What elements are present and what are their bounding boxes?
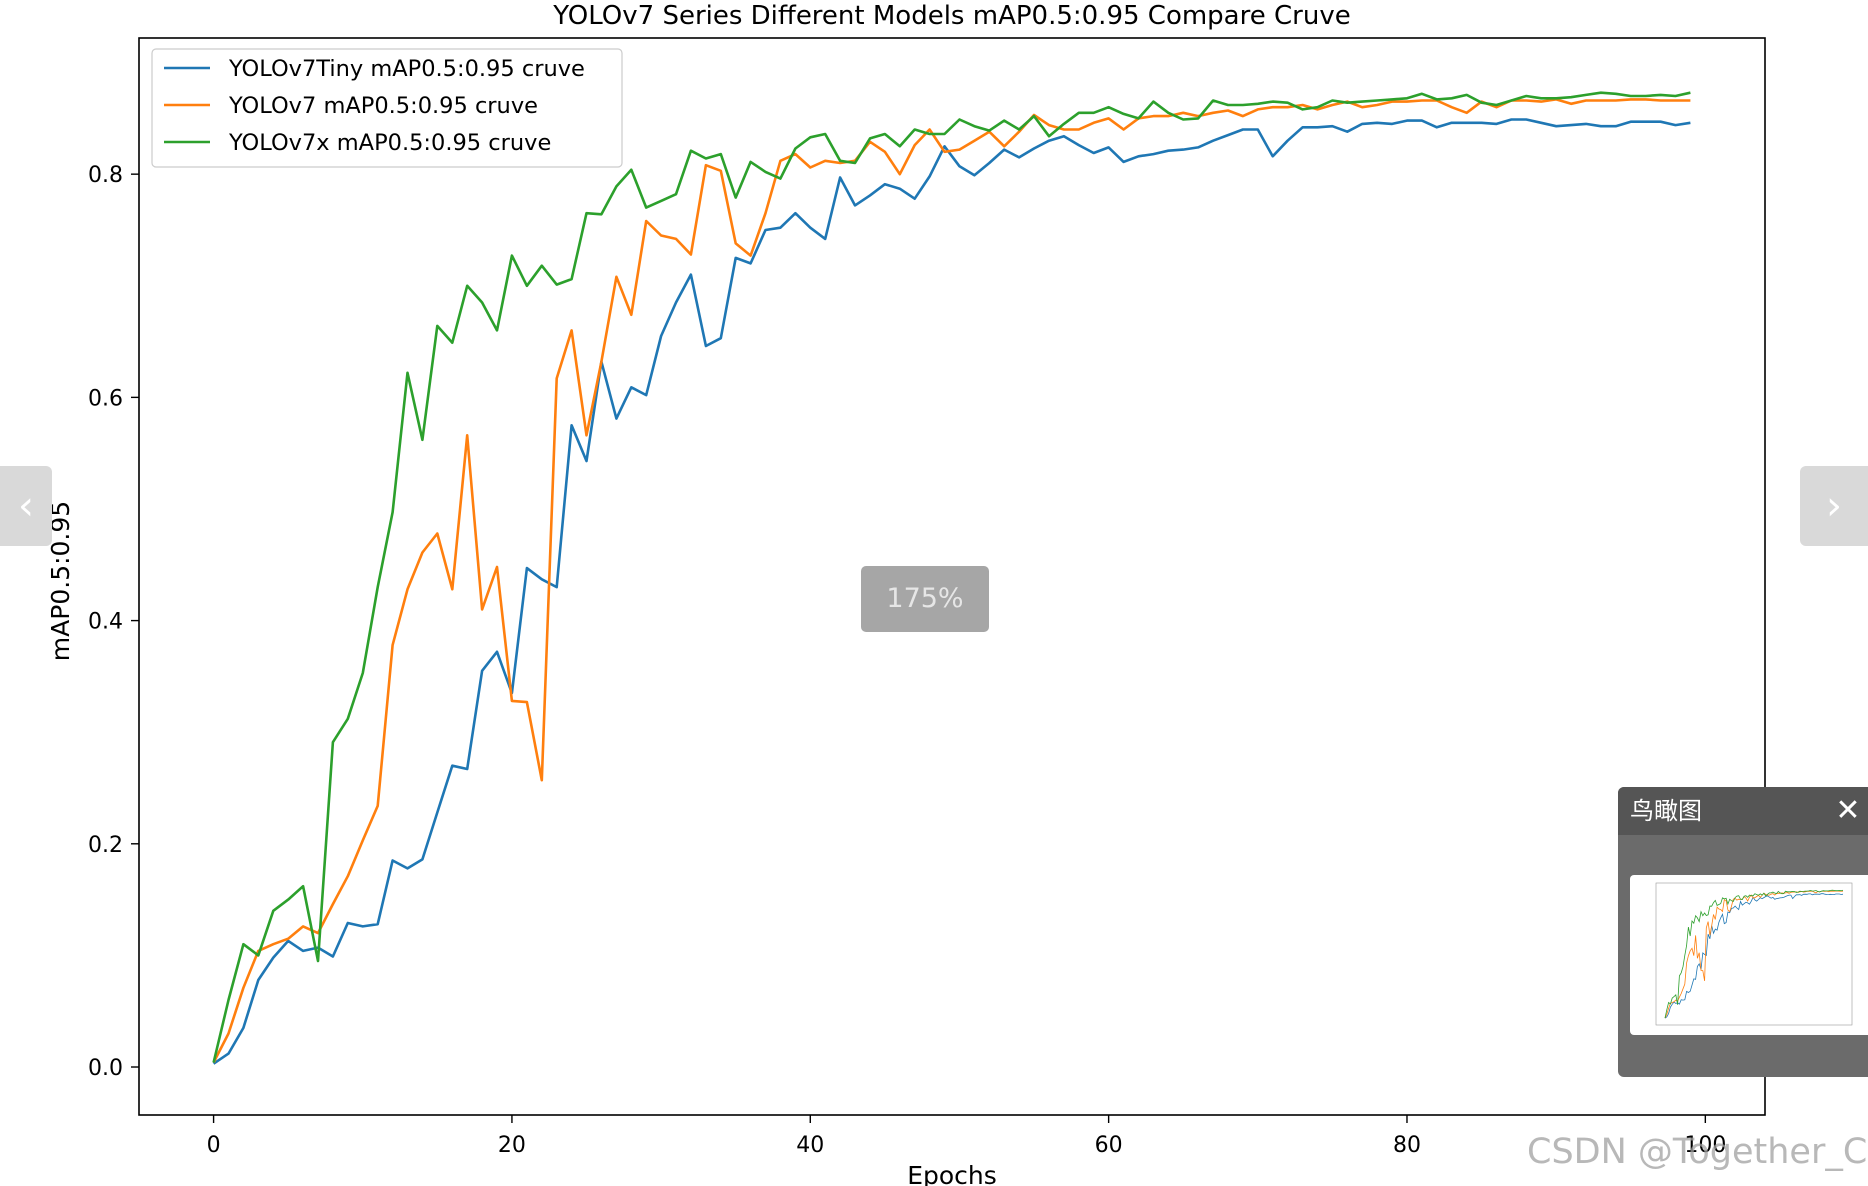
birdseye-header: 鸟瞰图 ✕ xyxy=(1618,787,1868,835)
next-image-button[interactable]: › xyxy=(1800,466,1868,546)
prev-image-button[interactable]: ‹ xyxy=(0,466,52,546)
x-tick-label: 60 xyxy=(1095,1133,1123,1158)
series-line-1 xyxy=(212,118,1691,1065)
legend-entry-1: YOLOv7Tiny mAP0.5:0.95 cruve xyxy=(228,56,585,82)
thumbnail-frame xyxy=(1655,882,1853,1026)
birdseye-thumbnail[interactable] xyxy=(1630,875,1868,1035)
watermark: CSDN @Together_CZ xyxy=(1527,1132,1868,1172)
legend-entry-3: YOLOv7x mAP0.5:0.95 cruve xyxy=(228,130,551,156)
chevron-left-icon: ‹ xyxy=(18,483,34,529)
x-tick-label: 100 xyxy=(1684,1133,1726,1158)
thumbnail-series-1 xyxy=(1664,893,1844,1019)
x-tick-label: 20 xyxy=(498,1133,526,1158)
x-axis-label: Epochs xyxy=(907,1161,997,1186)
thumbnail-chart xyxy=(1655,882,1853,1026)
birdseye-panel: 鸟瞰图 ✕ xyxy=(1618,787,1868,1077)
legend-entry-2: YOLOv7 mAP0.5:0.95 cruve xyxy=(228,93,538,119)
y-tick-label: 0.8 xyxy=(88,163,123,188)
chart-title: YOLOv7 Series Different Models mAP0.5:0.… xyxy=(552,1,1350,31)
legend-box xyxy=(151,48,623,168)
chevron-right-icon: › xyxy=(1826,483,1842,529)
series-line-2 xyxy=(212,98,1691,1064)
y-tick-label: 0.4 xyxy=(88,610,123,635)
y-tick-label: 0.6 xyxy=(88,386,123,411)
x-tick-label: 80 xyxy=(1393,1133,1421,1158)
y-tick-label: 0.2 xyxy=(88,833,123,858)
x-tick-label: 40 xyxy=(796,1133,824,1158)
plot-frame xyxy=(138,37,1766,1116)
x-tick-label: 0 xyxy=(207,1133,221,1158)
y-tick-label: 0.0 xyxy=(88,1056,123,1081)
thumbnail-series-3 xyxy=(1664,889,1844,1019)
birdseye-title: 鸟瞰图 xyxy=(1630,797,1702,825)
close-icon[interactable]: ✕ xyxy=(1835,793,1861,828)
thumbnail-series-2 xyxy=(1664,890,1843,1019)
zoom-level-indicator: 175% xyxy=(861,566,989,632)
plot-area: 0 20 40 60 80 100 0.0 0.2 0.4 0.6 0.8 xyxy=(88,37,1766,1158)
series-line-3 xyxy=(212,91,1691,1063)
legend: YOLOv7Tiny mAP0.5:0.95 cruve YOLOv7 mAP0.… xyxy=(151,48,623,168)
